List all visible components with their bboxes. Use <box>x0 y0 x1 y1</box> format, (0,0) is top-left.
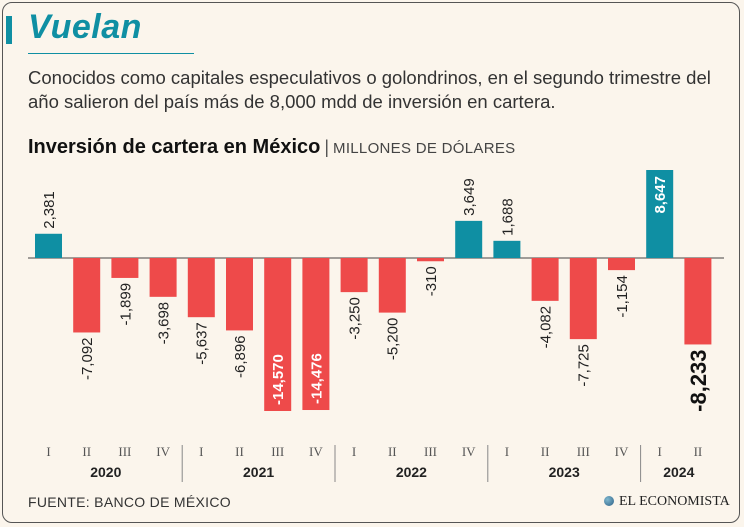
quarter-label: IV <box>462 444 476 459</box>
bar <box>569 258 597 340</box>
quarter-label: I <box>199 444 203 459</box>
chart-unit: MILLONES DE DÓLARES <box>333 140 516 157</box>
value-label: -8,233 <box>686 349 711 411</box>
year-label: 2020 <box>90 464 121 480</box>
value-label: -3,250 <box>347 297 364 340</box>
bar <box>340 258 368 293</box>
value-label: -6,896 <box>232 335 249 378</box>
year-label: 2023 <box>549 464 580 480</box>
value-label: -1,154 <box>614 275 631 318</box>
quarter-label: I <box>46 444 50 459</box>
quarter-label: IV <box>309 444 323 459</box>
headline-rule <box>28 53 194 54</box>
quarter-label: III <box>118 444 131 459</box>
bar <box>531 258 559 301</box>
quarter-label: IV <box>615 444 629 459</box>
quarter-label: I <box>505 444 509 459</box>
headline-accent-bar <box>6 16 12 44</box>
quarter-label: II <box>235 444 244 459</box>
bar <box>455 220 483 258</box>
year-label: 2022 <box>396 464 427 480</box>
bar <box>417 258 444 262</box>
value-label: 1,688 <box>499 198 516 236</box>
quarter-label: I <box>352 444 356 459</box>
bar <box>187 258 215 318</box>
value-label: -14,476 <box>308 353 325 404</box>
quarter-label: II <box>82 444 91 459</box>
quarter-label: IV <box>156 444 170 459</box>
year-label: 2021 <box>243 464 274 480</box>
quarter-label: III <box>577 444 590 459</box>
title-separator: | <box>324 137 330 157</box>
value-label: -14,570 <box>270 354 287 405</box>
quarter-label: I <box>658 444 662 459</box>
globe-icon <box>604 496 614 506</box>
value-label: -3,698 <box>156 302 173 345</box>
bar <box>226 258 253 331</box>
headline: Vuelan <box>28 8 142 46</box>
bar <box>493 240 521 258</box>
value-label: -310 <box>423 266 440 296</box>
bar <box>646 170 674 258</box>
quarter-label: III <box>271 444 284 459</box>
bar <box>264 258 292 411</box>
year-label: 2024 <box>663 464 694 480</box>
value-label: -5,637 <box>194 322 211 365</box>
bar <box>608 258 635 271</box>
quarter-label: II <box>694 444 703 459</box>
quarter-label: II <box>388 444 397 459</box>
source-note: FUENTE: BANCO DE MÉXICO <box>28 494 231 510</box>
bar <box>111 258 139 278</box>
value-label: 3,649 <box>461 178 478 216</box>
intro-text: Conocidos como capitales especulativos o… <box>28 67 711 112</box>
bar <box>302 258 330 411</box>
bar <box>73 258 101 333</box>
quarter-label: III <box>424 444 437 459</box>
value-label: -7,092 <box>79 337 96 380</box>
brand-name: EL ECONOMISTA <box>619 494 730 509</box>
quarter-label: II <box>541 444 550 459</box>
value-label: -7,725 <box>576 344 593 387</box>
chart-title-main: Inversión de cartera en México <box>28 136 321 158</box>
brand-logo: EL ECONOMISTA <box>604 494 730 510</box>
value-label: 2,381 <box>41 191 58 229</box>
bar <box>684 258 712 345</box>
bar <box>149 258 177 297</box>
value-label: -4,082 <box>538 306 555 349</box>
value-label: -5,200 <box>385 318 402 361</box>
chart-title: Inversión de cartera en México | MILLONES … <box>28 136 515 159</box>
bar <box>378 258 406 313</box>
value-label: 8,647 <box>652 176 669 214</box>
value-label: -1,899 <box>117 283 134 326</box>
bar <box>35 233 62 258</box>
